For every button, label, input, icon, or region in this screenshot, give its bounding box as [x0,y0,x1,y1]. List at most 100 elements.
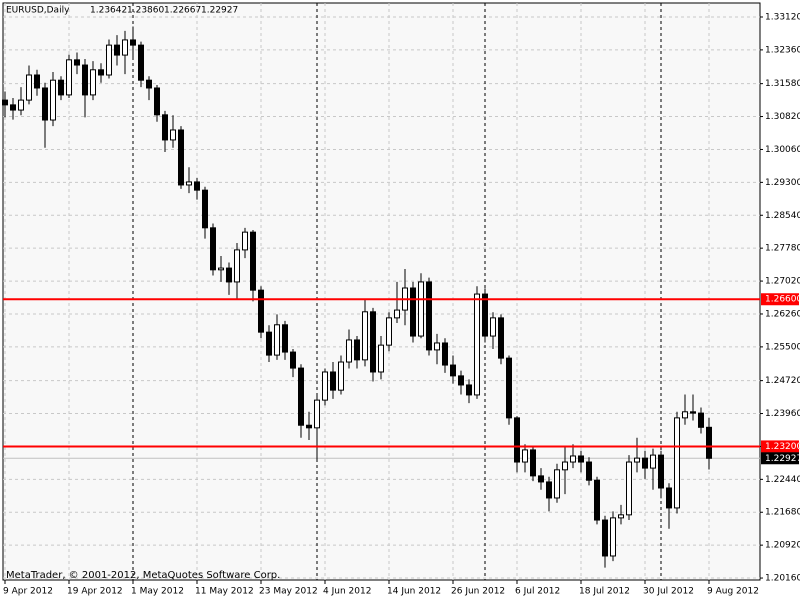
candle-body [594,479,600,521]
price-label-bg [761,440,799,453]
candle-body [130,39,136,46]
candle-body [194,181,200,191]
y-tick-label: 1.24720 [765,376,800,386]
candle-body [466,384,472,396]
candle-body [122,39,128,56]
candle-body [482,293,488,337]
candle-body [338,361,344,391]
x-tick-label: 1 May 2012 [131,587,184,597]
x-tick-label: 9 Aug 2012 [707,587,759,597]
candle-body [458,375,464,386]
candle-body [522,449,528,463]
y-tick-label: 1.20160 [765,574,800,584]
info-low: 1.22667 [164,6,201,16]
x-tick-label: 14 Jun 2012 [387,587,441,597]
y-tick-label: 1.30060 [765,145,800,155]
candle-body [626,461,632,516]
candle-body [386,317,392,346]
chart-title: EURUSD,Daily [6,6,70,16]
candle-body [10,104,16,111]
candle-body [474,293,480,396]
bid-label: 1.22927 [765,454,800,464]
candle-body [370,311,376,373]
candle-body [258,289,264,333]
price-label: 1.23200 [765,442,800,452]
candle-body [674,417,680,509]
x-tick-label: 23 May 2012 [259,587,318,597]
x-tick-label: 19 Apr 2012 [67,587,123,597]
candle-body [274,324,280,356]
candle-body [210,227,216,271]
candle-body [362,311,368,361]
bid-label-bg [761,452,799,465]
candle-body [290,351,296,369]
candle-body [578,455,584,463]
candle-body [586,461,592,481]
y-tick-label: 1.26260 [765,309,800,319]
candle-body [2,99,8,106]
candle-body [650,454,656,469]
candle-body [242,231,248,251]
candle-body [202,189,208,229]
y-tick-label: 1.32360 [765,45,800,55]
candle-body [178,129,184,186]
candle-body [226,267,232,283]
candle-body [66,59,72,96]
candle-body [74,59,80,66]
candle-body [554,469,560,499]
x-tick-label: 6 Jul 2012 [515,587,560,597]
candle-body [314,399,320,429]
candle-body [634,457,640,463]
candle-body [562,461,568,471]
candle-body [394,309,400,319]
candle-body [442,342,448,366]
candle-body [698,412,704,428]
price-label: 1.26600 [765,295,800,305]
candle-body [538,475,544,483]
candle-body [410,287,416,337]
candle-body [690,411,696,414]
x-tick-label: 26 Jun 2012 [451,587,505,597]
candle-body [18,99,24,111]
candle-body [114,44,120,56]
candle-body [682,411,688,419]
candle-body [658,454,664,489]
candle-body [490,317,496,337]
candle-body [26,74,32,101]
candle-body [354,339,360,361]
copyright: MetaTrader, © 2001-2012, MetaQuotes Soft… [6,570,280,581]
candle-body [602,519,608,557]
candle-body [90,69,96,96]
candle-body [106,44,112,76]
y-tick-label: 1.25500 [765,342,800,352]
candle-body [98,69,104,76]
candle-body [378,344,384,373]
candle-body [234,249,240,283]
candle-body [58,79,64,96]
candle-body [618,514,624,519]
y-tick-label: 1.27780 [765,244,800,254]
candle-body [162,114,168,141]
y-tick-label: 1.22440 [765,475,800,485]
candle-body [642,457,648,469]
candle-body [42,87,48,121]
candle-body [506,357,512,419]
candle-body [146,79,152,89]
y-tick-label: 1.28540 [765,211,800,221]
y-tick-label: 1.20920 [765,541,800,551]
y-tick-label: 1.29300 [765,178,800,188]
x-tick-label: 18 Jul 2012 [579,587,630,597]
x-tick-label: 4 Jun 2012 [323,587,371,597]
candle-body [82,64,88,96]
y-tick-label: 1.23960 [765,409,800,419]
candle-body [546,481,552,499]
candle-body [610,517,616,557]
candle-body [434,342,440,351]
candle-body [306,424,312,429]
x-tick-label: 30 Jul 2012 [643,587,694,597]
info-high: 1.23860 [127,6,164,16]
x-tick-label: 9 Apr 2012 [3,587,53,597]
price-label-bg [761,293,799,306]
x-tick-label: 11 May 2012 [195,587,254,597]
